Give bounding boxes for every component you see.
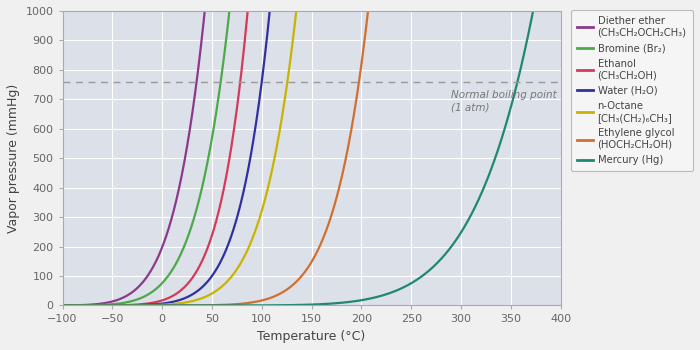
Water (H₂O) <box>58 303 66 308</box>
Mercury (Hg) <box>86 303 94 308</box>
Bromine (Br₂) <box>193 204 202 209</box>
n-Octane
[CH₃(CH₂)₆CH₃] <box>76 303 84 308</box>
Ethylene glycol
(HOCH₂CH₂OH) <box>224 302 232 307</box>
Bromine (Br₂) <box>190 214 199 218</box>
Mercury (Hg) <box>381 293 389 297</box>
Water (H₂O) <box>190 291 198 295</box>
Ethylene glycol
(HOCH₂CH₂OH) <box>106 303 115 308</box>
n-Octane
[CH₃(CH₂)₆CH₃] <box>118 303 126 308</box>
Mercury (Hg) <box>58 303 66 308</box>
Ethanol
(CH₃CH₂OH) <box>134 302 142 307</box>
n-Octane
[CH₃(CH₂)₆CH₃] <box>205 293 214 297</box>
Water (H₂O) <box>148 302 156 307</box>
n-Octane
[CH₃(CH₂)₆CH₃] <box>58 303 66 308</box>
Diether ether
(CH₃CH₂OCH₂CH₃) <box>130 288 139 293</box>
Bromine (Br₂) <box>220 49 229 53</box>
Line: Mercury (Hg): Mercury (Hg) <box>62 0 536 306</box>
Water (H₂O) <box>195 287 204 292</box>
Ethanol
(CH₃CH₂OH) <box>199 255 208 259</box>
Line: Ethylene glycol
(HOCH₂CH₂OH): Ethylene glycol (HOCH₂CH₂OH) <box>62 0 370 306</box>
n-Octane
[CH₃(CH₂)₆CH₃] <box>139 303 147 307</box>
Ethylene glycol
(HOCH₂CH₂OH) <box>334 190 342 195</box>
Bromine (Br₂) <box>80 303 89 307</box>
Diether ether
(CH₃CH₂OCH₂CH₃) <box>136 284 144 288</box>
Y-axis label: Vapor pressure (mmHg): Vapor pressure (mmHg) <box>7 84 20 233</box>
Legend: Diether ether
(CH₃CH₂OCH₂CH₃), Bromine (Br₂), Ethanol
(CH₃CH₂OH), Water (H₂O), n: Diether ether (CH₃CH₂OCH₂CH₃), Bromine (… <box>570 10 692 172</box>
Diether ether
(CH₃CH₂OCH₂CH₃) <box>195 62 203 66</box>
Mercury (Hg) <box>461 224 469 229</box>
Bromine (Br₂) <box>155 285 163 289</box>
Line: Ethanol
(CH₃CH₂OH): Ethanol (CH₃CH₂OH) <box>62 0 249 306</box>
Text: Normal boiling point
(1 atm): Normal boiling point (1 atm) <box>451 90 556 112</box>
Ethylene glycol
(HOCH₂CH₂OH) <box>197 303 205 307</box>
Diether ether
(CH₃CH₂OCH₂CH₃) <box>62 303 70 308</box>
X-axis label: Temperature (°C): Temperature (°C) <box>258 330 365 343</box>
Line: Diether ether
(CH₃CH₂OCH₂CH₃): Diether ether (CH₃CH₂OCH₂CH₃) <box>62 0 206 306</box>
Mercury (Hg) <box>201 303 209 308</box>
Water (H₂O) <box>70 303 78 308</box>
Diether ether
(CH₃CH₂OCH₂CH₃) <box>58 303 66 308</box>
Line: n-Octane
[CH₃(CH₂)₆CH₃]: n-Octane [CH₃(CH₂)₆CH₃] <box>62 0 298 306</box>
n-Octane
[CH₃(CH₂)₆CH₃] <box>64 303 73 308</box>
Bromine (Br₂) <box>58 303 66 308</box>
Ethylene glycol
(HOCH₂CH₂OH) <box>311 254 319 258</box>
Ethanol
(CH₃CH₂OH) <box>183 282 191 287</box>
Line: Bromine (Br₂): Bromine (Br₂) <box>62 0 231 306</box>
Mercury (Hg) <box>444 248 452 253</box>
Water (H₂O) <box>258 76 267 80</box>
Ethylene glycol
(HOCH₂CH₂OH) <box>298 273 307 277</box>
Ethanol
(CH₃CH₂OH) <box>185 280 193 285</box>
Bromine (Br₂) <box>223 28 232 32</box>
Water (H₂O) <box>203 280 211 284</box>
Ethanol
(CH₃CH₂OH) <box>58 303 66 308</box>
Diether ether
(CH₃CH₂OCH₂CH₃) <box>198 33 206 37</box>
Ethanol
(CH₃CH₂OH) <box>120 303 128 307</box>
n-Octane
[CH₃(CH₂)₆CH₃] <box>246 240 255 245</box>
Ethylene glycol
(HOCH₂CH₂OH) <box>58 303 66 308</box>
Ethanol
(CH₃CH₂OH) <box>113 303 122 307</box>
Line: Water (H₂O): Water (H₂O) <box>62 0 271 306</box>
Diether ether
(CH₃CH₂OCH₂CH₃) <box>76 303 85 307</box>
Mercury (Hg) <box>148 303 156 308</box>
